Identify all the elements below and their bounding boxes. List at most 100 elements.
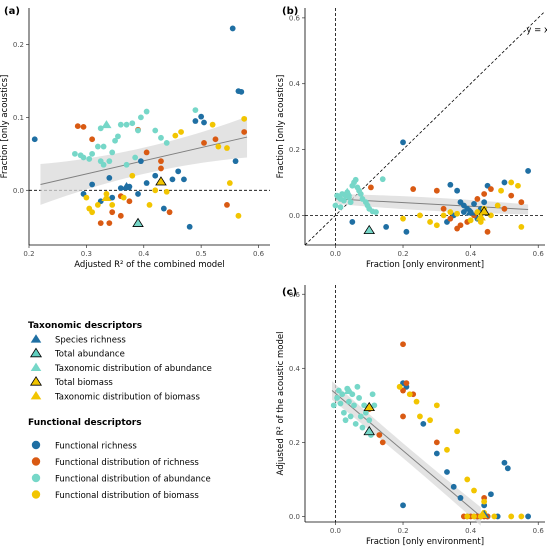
data-point (376, 432, 383, 438)
legend-label: Total abundance (54, 350, 125, 360)
data-point (89, 136, 96, 143)
data-point (169, 176, 176, 183)
data-point (181, 176, 187, 183)
data-point (484, 228, 491, 235)
data-point (152, 127, 159, 134)
data-point (454, 210, 461, 217)
data-point (89, 209, 96, 216)
data-point (410, 186, 417, 192)
x-tick-label: 0.4 (138, 250, 150, 258)
data-triangle (363, 425, 376, 436)
data-point (417, 413, 423, 420)
y-tick-label: 0.2 (289, 146, 300, 154)
data-point (400, 341, 406, 348)
data-point (351, 402, 357, 409)
data-point (337, 204, 344, 211)
data-point (464, 513, 471, 520)
x-axis-title: Fraction [only environment] (366, 537, 484, 547)
x-axis-title: Adjusted R² of the combined model (74, 260, 225, 270)
data-point (152, 187, 159, 194)
data-point (94, 201, 101, 208)
data-point (352, 420, 359, 427)
data-point (172, 132, 179, 139)
data-point (518, 223, 525, 230)
data-point (400, 502, 406, 509)
y-tick-label: 0.4 (289, 80, 301, 88)
data-point (209, 121, 216, 128)
data-point (335, 387, 342, 394)
data-point (457, 222, 464, 229)
data-point (229, 25, 236, 32)
data-point (163, 140, 170, 146)
data-point (488, 186, 494, 192)
data-point (160, 205, 167, 212)
legend-circle-icon (31, 473, 41, 483)
x-tick-label: 0.6 (533, 527, 545, 535)
data-point (80, 154, 87, 161)
data-point (525, 168, 531, 174)
data-point (241, 129, 248, 135)
data-point (366, 417, 373, 424)
legend-label: Taxonomic distribution of abundance (54, 364, 212, 374)
data-point (86, 156, 93, 162)
trend-line (331, 390, 482, 517)
data-point (471, 200, 477, 207)
data-point (115, 133, 121, 140)
data-point (400, 215, 406, 222)
data-triangle (101, 120, 112, 129)
data-point (129, 172, 136, 179)
data-point (152, 172, 159, 179)
panel-a: (a) 0.2 0.3 0.4 0.5 0.6 0.0 0.1 0.2 Adjusted R² o… (0, 6, 270, 270)
data-point (477, 219, 484, 225)
data-point (357, 413, 364, 420)
legend-circle-icon (31, 457, 41, 466)
data-point (359, 424, 366, 431)
x-tick-label: 0.2 (397, 250, 408, 258)
data-point (371, 402, 378, 409)
x-tick-label: 0.4 (465, 527, 477, 535)
data-point (135, 191, 141, 197)
legend-circle-icon (31, 490, 41, 499)
data-point (474, 209, 481, 215)
legend-triangle-icon (30, 391, 42, 400)
data-triangle (477, 509, 488, 519)
data-point (373, 209, 379, 215)
data-point (501, 179, 508, 186)
data-point (504, 465, 511, 472)
legend-circle-icon (31, 440, 41, 450)
y-tick-label: 0.0 (13, 187, 24, 195)
data-point (143, 180, 150, 186)
data-point (383, 223, 390, 230)
data-point (80, 123, 87, 130)
y-tick-label: 0.1 (13, 114, 24, 122)
data-point (494, 202, 501, 209)
data-point (447, 209, 454, 215)
data-point (342, 417, 349, 424)
data-point (72, 150, 78, 157)
legend-label: Total biomass (54, 378, 113, 388)
y-axis-title: Adjusted R² of the acoustic model (276, 332, 286, 476)
data-point (137, 114, 144, 121)
data-point (112, 137, 118, 144)
data-point (518, 513, 525, 520)
data-point (481, 498, 488, 505)
legend-label: Functional distribution of abundance (55, 475, 211, 485)
data-point (163, 188, 170, 195)
data-point (379, 439, 386, 446)
legend-functional-entries: Functional richness Functional distributi… (31, 440, 211, 501)
data-point (97, 125, 104, 132)
legend-label: Functional distribution of biomass (55, 491, 199, 501)
legend: Taxonomic descriptors Species richness To… (28, 321, 212, 501)
data-point (454, 187, 461, 194)
data-point (215, 143, 222, 150)
data-triangle (475, 212, 486, 221)
data-point (362, 409, 369, 416)
data-point (100, 161, 107, 168)
data-point (420, 420, 427, 427)
panel-label: (b) (282, 6, 298, 17)
data-point (356, 395, 362, 401)
data-triangle (101, 193, 112, 202)
data-point (368, 184, 374, 191)
data-point (347, 413, 354, 420)
data-point (337, 400, 344, 407)
